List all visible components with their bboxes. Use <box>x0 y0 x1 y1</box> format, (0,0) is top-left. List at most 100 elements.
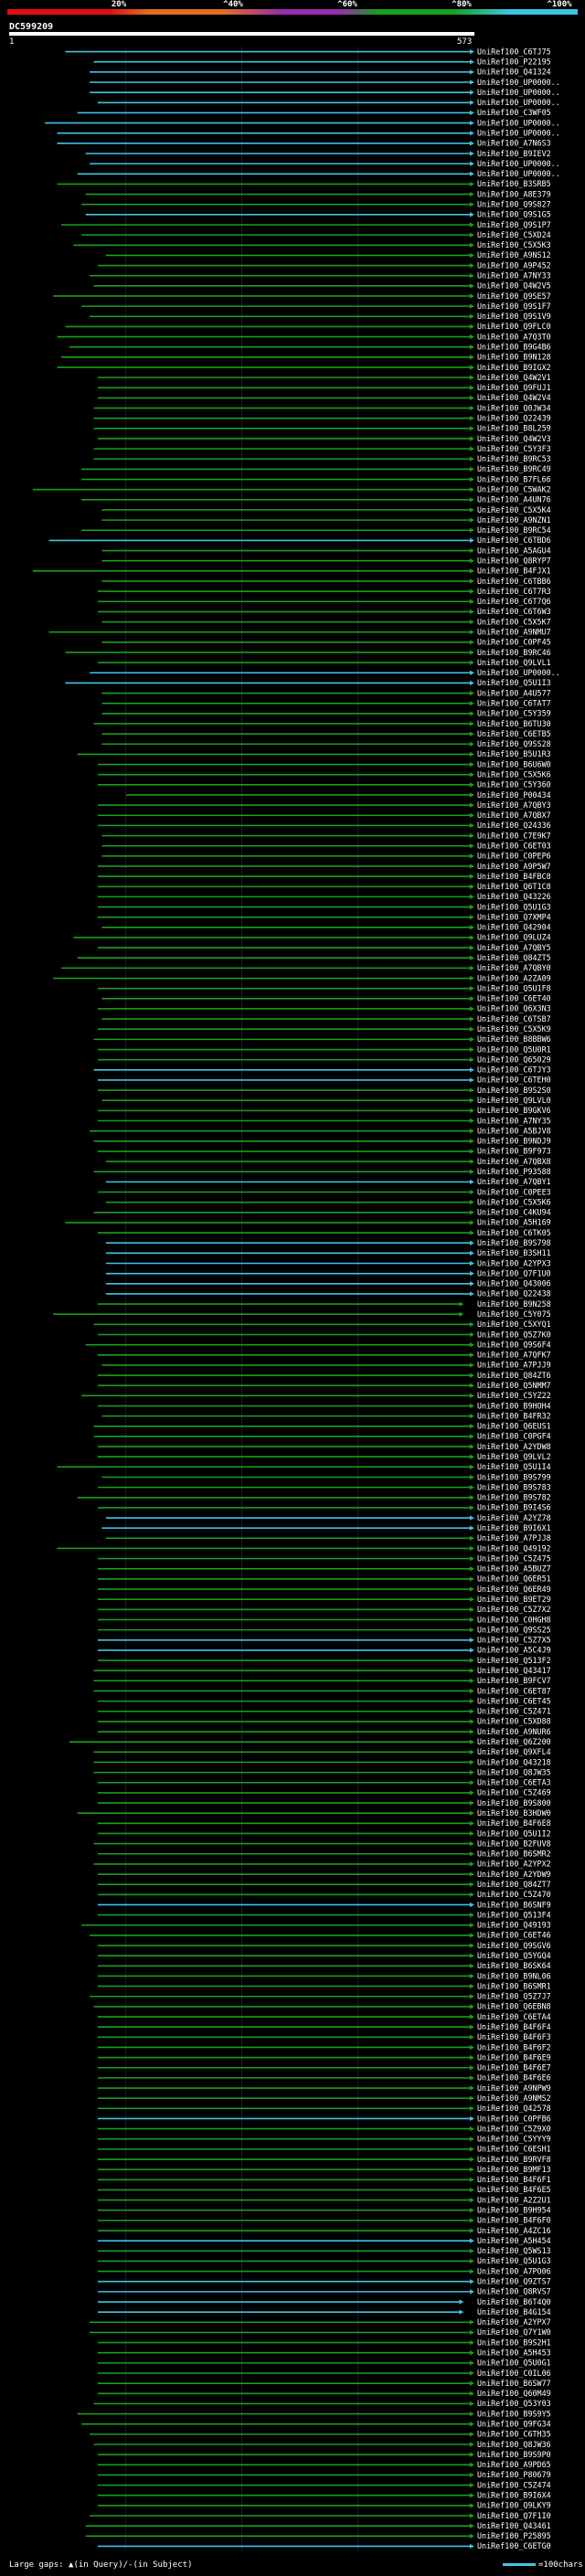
hit-label[interactable]: UniRef100_A4UN76 <box>477 495 551 504</box>
hit-label[interactable]: UniRef100_B9S800 <box>477 1798 551 1807</box>
hit-label[interactable]: UniRef100_Q43006 <box>477 1279 551 1288</box>
hit-label[interactable]: UniRef100_A7QBY1 <box>477 1177 551 1186</box>
hit-label[interactable]: UniRef100_Q5Z7J7 <box>477 1992 551 2001</box>
hit-label[interactable]: UniRef100_B6SW77 <box>477 2379 551 2388</box>
hit-label[interactable]: UniRef100_A8E379 <box>477 189 551 198</box>
hit-label[interactable]: UniRef100_C5Z471 <box>477 1707 551 1716</box>
hit-label[interactable]: UniRef100_A7NY33 <box>477 271 551 281</box>
hit-label[interactable]: UniRef100_B9S2H1 <box>477 2337 551 2347</box>
hit-label[interactable]: UniRef100_B9RC53 <box>477 454 551 463</box>
hit-label[interactable]: UniRef100_B3SRB5 <box>477 179 551 188</box>
hit-label[interactable]: UniRef100_B4F6F2 <box>477 2042 551 2051</box>
hit-label[interactable]: UniRef100_A2ZA09 <box>477 973 551 982</box>
hit-label[interactable]: UniRef100_P00434 <box>477 790 551 800</box>
hit-label[interactable]: UniRef100_B4FJX1 <box>477 567 551 576</box>
hit-label[interactable]: UniRef100_Q42904 <box>477 923 551 932</box>
hit-label[interactable]: UniRef100_C6TH35 <box>477 2430 551 2439</box>
hit-label[interactable]: UniRef100_P93588 <box>477 1167 551 1176</box>
hit-label[interactable]: UniRef100_C6ESH1 <box>477 2145 551 2154</box>
hit-label[interactable]: UniRef100_Q49192 <box>477 1543 551 1553</box>
hit-label[interactable]: UniRef100_Q5U1F8 <box>477 983 551 992</box>
hit-label[interactable]: UniRef100_C6ET87 <box>477 1686 551 1695</box>
hit-label[interactable]: UniRef100_B4FBC8 <box>477 872 551 881</box>
hit-label[interactable]: UniRef100_B9I6X1 <box>477 1523 551 1532</box>
hit-label[interactable]: UniRef100_Q9FLC0 <box>477 322 551 331</box>
hit-label[interactable]: UniRef100_Q22439 <box>477 413 551 422</box>
hit-label[interactable]: UniRef100_P22195 <box>477 58 551 67</box>
hit-label[interactable]: UniRef100_Q43417 <box>477 1666 551 1675</box>
hit-label[interactable]: UniRef100_Q7XMP4 <box>477 912 551 921</box>
hit-label[interactable]: UniRef100_A5AGU4 <box>477 546 551 555</box>
hit-label[interactable]: UniRef100_UP0000.. <box>477 88 560 97</box>
hit-label[interactable]: UniRef100_Q8RYP7 <box>477 556 551 565</box>
hit-label[interactable]: UniRef100_B3SH11 <box>477 1248 551 1257</box>
hit-label[interactable]: UniRef100_Q9S1P7 <box>477 220 551 229</box>
hit-label[interactable]: UniRef100_Q9S827 <box>477 200 551 209</box>
hit-label[interactable]: UniRef100_B9S2S0 <box>477 1086 551 1095</box>
hit-label[interactable]: UniRef100_Q9XFL4 <box>477 1747 551 1756</box>
hit-label[interactable]: UniRef100_C6ETA3 <box>477 1778 551 1787</box>
hit-label[interactable]: UniRef100_Q5WS13 <box>477 2246 551 2255</box>
hit-label[interactable]: UniRef100_C5Y359 <box>477 709 551 718</box>
hit-label[interactable]: UniRef100_Q5U1G3 <box>477 2256 551 2265</box>
hit-label[interactable]: UniRef100_Q41324 <box>477 68 551 77</box>
hit-label[interactable]: UniRef100_A2YDW8 <box>477 1442 551 1451</box>
hit-label[interactable]: UniRef100_C0IL06 <box>477 2369 551 2378</box>
hit-label[interactable]: UniRef100_C5Z470 <box>477 1890 551 1899</box>
hit-label[interactable]: UniRef100_Q65029 <box>477 1055 551 1064</box>
hit-label[interactable]: UniRef100_A2YDW9 <box>477 1870 551 1879</box>
hit-label[interactable]: UniRef100_Q9S1V9 <box>477 312 551 321</box>
hit-label[interactable]: UniRef100_B9I6X4 <box>477 2491 551 2500</box>
hit-label[interactable]: UniRef100_Q7F1I0 <box>477 2511 551 2520</box>
hit-label[interactable]: UniRef100_A9NUR6 <box>477 1727 551 1736</box>
hit-label[interactable]: UniRef100_UP0000.. <box>477 159 560 168</box>
hit-label[interactable]: UniRef100_C3WF05 <box>477 108 551 117</box>
hit-label[interactable]: UniRef100_C6T7R3 <box>477 587 551 596</box>
hit-label[interactable]: UniRef100_Q513F4 <box>477 1910 551 1919</box>
hit-label[interactable]: UniRef100_C5X5K6 <box>477 1197 551 1206</box>
hit-label[interactable]: UniRef100_C6TAT7 <box>477 698 551 707</box>
hit-label[interactable]: UniRef100_UP0000.. <box>477 129 560 138</box>
hit-label[interactable]: UniRef100_UP0000.. <box>477 668 560 677</box>
hit-label[interactable]: UniRef100_B9ET29 <box>477 1595 551 1604</box>
hit-label[interactable]: UniRef100_A9NPW9 <box>477 2083 551 2093</box>
hit-label[interactable]: UniRef100_Q5U0R1 <box>477 1044 551 1054</box>
hit-label[interactable]: UniRef100_C5WAK2 <box>477 484 551 493</box>
hit-label[interactable]: UniRef100_A7QBY0 <box>477 963 551 972</box>
hit-label[interactable]: UniRef100_C5Y075 <box>477 1309 551 1319</box>
hit-label[interactable]: UniRef100_Q513F2 <box>477 1656 551 1665</box>
hit-label[interactable]: UniRef100_B3HDW0 <box>477 1808 551 1818</box>
hit-label[interactable]: UniRef100_B6TU30 <box>477 719 551 728</box>
hit-label[interactable]: UniRef100_Q5U1G3 <box>477 902 551 911</box>
hit-label[interactable]: UniRef100_UP0000.. <box>477 98 560 107</box>
hit-label[interactable]: UniRef100_A5H169 <box>477 1218 551 1227</box>
hit-label[interactable]: UniRef100_B9S783 <box>477 1482 551 1491</box>
hit-label[interactable]: UniRef100_Q49193 <box>477 1921 551 1930</box>
hit-label[interactable]: UniRef100_A2YPX2 <box>477 1860 551 1869</box>
hit-label[interactable]: UniRef100_C5Z7X2 <box>477 1605 551 1614</box>
hit-label[interactable]: UniRef100_A5H453 <box>477 2348 551 2358</box>
hit-label[interactable]: UniRef100_B8L259 <box>477 424 551 433</box>
hit-label[interactable]: UniRef100_A9NZN1 <box>477 515 551 525</box>
hit-label[interactable]: UniRef100_P25895 <box>477 2531 551 2540</box>
hit-label[interactable]: UniRef100_Q24336 <box>477 821 551 830</box>
hit-label[interactable]: UniRef100_B4F6F3 <box>477 2032 551 2041</box>
hit-label[interactable]: UniRef100_A5BUZ7 <box>477 1564 551 1574</box>
hit-label[interactable]: UniRef100_Q8JW36 <box>477 2440 551 2449</box>
hit-label[interactable]: UniRef100_B4F6F1 <box>477 2175 551 2184</box>
hit-label[interactable]: UniRef100_A5H454 <box>477 2236 551 2245</box>
hit-label[interactable]: UniRef100_C5Z475 <box>477 1553 551 1563</box>
hit-label[interactable]: UniRef100_B9G4B6 <box>477 342 551 351</box>
hit-label[interactable]: UniRef100_Q5U1I3 <box>477 678 551 687</box>
hit-label[interactable]: UniRef100_C5Y360 <box>477 780 551 790</box>
hit-label[interactable]: UniRef100_C6ETA4 <box>477 2012 551 2021</box>
hit-label[interactable]: UniRef100_Q9S6F4 <box>477 1340 551 1349</box>
hit-label[interactable]: UniRef100_Q43226 <box>477 892 551 901</box>
hit-label[interactable]: UniRef100_C6ETG0 <box>477 2541 551 2550</box>
hit-label[interactable]: UniRef100_B6SNF9 <box>477 1900 551 1909</box>
hit-label[interactable]: UniRef100_Q42578 <box>477 2104 551 2113</box>
hit-label[interactable]: UniRef100_A9NMS2 <box>477 2094 551 2103</box>
hit-label[interactable]: UniRef100_C5X5K7 <box>477 617 551 626</box>
hit-label[interactable]: UniRef100_UP0000.. <box>477 169 560 178</box>
hit-label[interactable]: UniRef100_C5X5K4 <box>477 505 551 514</box>
